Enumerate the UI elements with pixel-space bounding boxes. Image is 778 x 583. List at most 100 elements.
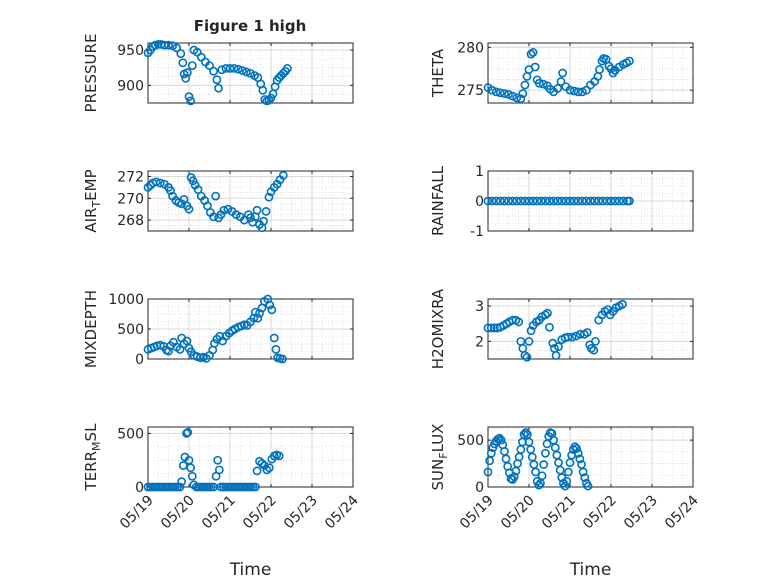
pressure-point: [217, 65, 227, 75]
mixdepth-ytick-label: 500: [117, 322, 144, 338]
air_temp-point: [259, 216, 269, 226]
h2omixra-point: [526, 326, 536, 336]
pressure-point: [229, 64, 239, 73]
axes-theta: 275 280 THETA: [429, 40, 694, 104]
h2omixra-point: [541, 310, 550, 320]
theta-point: [495, 88, 505, 98]
theta-axes-box: [487, 42, 694, 104]
pressure-point: [214, 83, 223, 93]
mixdepth-point: [271, 344, 281, 354]
terr_msl-point: [177, 477, 187, 487]
air_temp-point: [211, 191, 221, 201]
pressure-point: [187, 61, 197, 70]
theta-point: [516, 94, 526, 104]
air_temp-point: [184, 204, 194, 214]
terr_msl-point: [257, 459, 267, 468]
mixdepth-point: [175, 344, 185, 354]
air_temp-point: [261, 206, 271, 216]
theta-point: [518, 89, 528, 98]
rainfall-point: [516, 196, 526, 206]
h2omixra-ytick-label: 2: [475, 334, 484, 350]
sun_flux-xtick-label: 05/20: [498, 493, 538, 533]
theta-series: [483, 48, 634, 104]
air_temp-point: [264, 192, 274, 202]
sun_flux-point: [580, 473, 590, 483]
h2omixra-point: [514, 317, 524, 327]
air_temp-point: [188, 176, 198, 186]
h2omixra-point: [520, 351, 530, 360]
terr_msl-ytick-label: 0: [135, 480, 144, 496]
theta-point: [595, 65, 604, 74]
rainfall-point: [598, 196, 608, 206]
sun_flux-point: [563, 467, 573, 477]
mixdepth-ylabel: MIXDEPTH: [82, 290, 100, 368]
rainfall-point: [553, 196, 563, 206]
terr_msl-point: [260, 461, 269, 470]
sun_flux-xtick-label: 05/24: [662, 492, 702, 532]
air_temp-point: [177, 199, 187, 209]
h2omixra-point: [545, 322, 554, 332]
theta-point: [625, 56, 634, 66]
pressure-point: [181, 73, 191, 83]
air_temp-point: [166, 186, 175, 196]
theta-point: [512, 93, 522, 103]
rainfall-point: [487, 196, 497, 206]
rainfall-point: [618, 196, 628, 206]
terr_msl-point: [262, 465, 272, 475]
rainfall-point: [504, 196, 513, 206]
theta-ylabel: THETA: [429, 48, 447, 98]
air_temp-point: [193, 185, 203, 194]
rainfall-point: [573, 196, 583, 206]
pressure-point: [182, 68, 192, 78]
sun_flux-xtick-label: 05/19: [457, 493, 497, 533]
rainfall-point: [606, 196, 616, 206]
h2omixra-point: [554, 342, 563, 352]
sun_flux-point: [495, 433, 504, 443]
h2omixra-point: [571, 331, 581, 341]
terr_msl-point: [251, 482, 260, 492]
axes-mixdepth: 0 500 1000 MIXDEPTH: [82, 290, 354, 368]
pressure-point: [176, 49, 186, 58]
air_temp-ytick-label: 272: [117, 169, 144, 185]
rainfall-point: [536, 196, 546, 206]
terr_msl-point: [274, 451, 284, 461]
theta-point: [565, 85, 575, 95]
rainfall-point: [520, 196, 530, 206]
air_temp-point: [246, 213, 255, 223]
pressure-axes-box: [147, 42, 354, 104]
rainfall-point: [541, 196, 550, 206]
rainfall-series: [483, 196, 634, 206]
mixdepth-point: [253, 313, 263, 323]
mixdepth-series: [143, 294, 287, 364]
air_temp-point: [219, 205, 229, 215]
pressure-point: [282, 64, 292, 73]
rainfall-point: [508, 196, 517, 206]
terr_msl-xtick-label: 05/24: [322, 492, 362, 532]
rainfall-point: [625, 196, 634, 206]
rainfall-point: [528, 196, 538, 206]
terr_msl-xtick-label: 05/23: [281, 493, 321, 533]
h2omixra-point: [618, 299, 627, 309]
terr_msl-axes-box: [147, 426, 354, 488]
theta-point: [569, 86, 579, 96]
rainfall-point: [557, 196, 567, 206]
sun_flux-point: [560, 481, 570, 491]
pressure-point: [225, 64, 235, 73]
pressure-point: [241, 67, 251, 77]
pressure-point: [172, 43, 182, 53]
theta-point: [553, 84, 563, 93]
rainfall-point: [594, 196, 604, 206]
mixdepth-ytick-label: 0: [135, 352, 144, 368]
pressure-ytick-label: 950: [117, 43, 144, 59]
terr_msl-xlabel: Time: [229, 560, 272, 580]
rainfall-point: [602, 196, 612, 206]
pressure-ylabel: PRESSURE: [82, 34, 100, 113]
h2omixra-series: [483, 299, 627, 362]
terr_msl-point: [252, 466, 262, 476]
terr_msl-point: [186, 463, 196, 473]
pressure-point: [153, 40, 163, 49]
figure-title: Figure 1 high: [194, 17, 307, 35]
sun_flux-series: [483, 428, 593, 491]
sun_flux-point: [486, 448, 496, 458]
theta-point: [520, 80, 530, 90]
